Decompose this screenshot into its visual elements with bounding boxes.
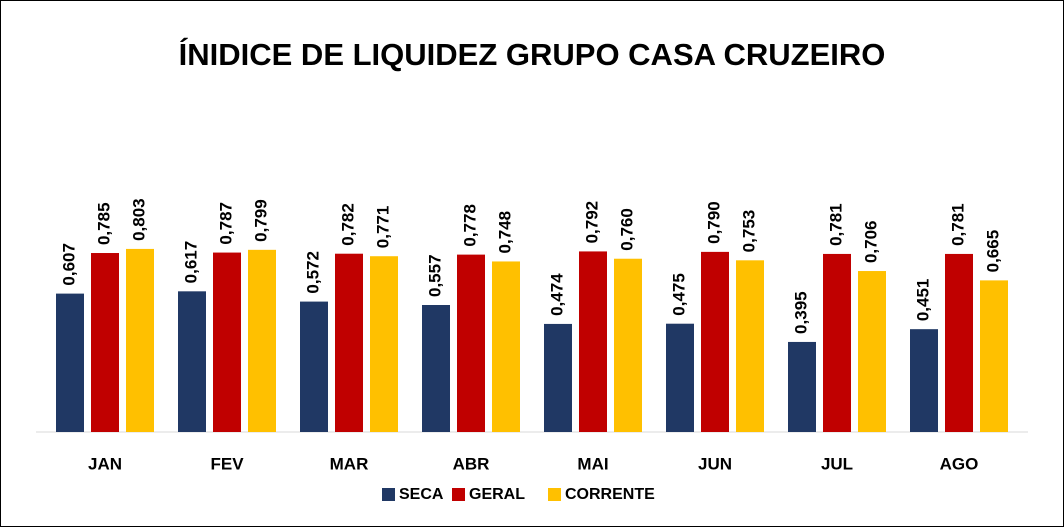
bar xyxy=(178,291,206,432)
bar xyxy=(492,261,520,432)
value-label: 0,665 xyxy=(983,230,1002,273)
bar xyxy=(980,280,1008,432)
bar xyxy=(457,254,485,432)
bar xyxy=(579,251,607,432)
bar xyxy=(126,248,154,432)
x-tick-label: MAR xyxy=(330,454,369,473)
bar xyxy=(701,251,729,432)
bar xyxy=(666,323,694,432)
value-label: 0,799 xyxy=(251,199,270,242)
legend-label: GERAL xyxy=(469,486,525,503)
bar xyxy=(300,301,328,432)
legend-label: SECA xyxy=(399,486,444,503)
value-label: 0,753 xyxy=(739,210,758,253)
bar xyxy=(910,329,938,432)
x-tick-label: ABR xyxy=(453,454,490,473)
value-label: 0,748 xyxy=(495,211,514,254)
bar xyxy=(335,253,363,432)
value-label: 0,792 xyxy=(582,201,601,244)
bar xyxy=(91,253,119,432)
chart-title: ÍNIDICE DE LIQUIDEZ GRUPO CASA CRUZEIRO xyxy=(179,37,886,72)
value-label: 0,706 xyxy=(861,220,880,263)
value-label: 0,451 xyxy=(913,279,932,322)
legend-swatch xyxy=(382,488,395,501)
value-label: 0,395 xyxy=(791,291,810,334)
value-label: 0,760 xyxy=(617,208,636,251)
x-tick-label: AGO xyxy=(940,454,979,473)
x-tick-label: MAI xyxy=(577,454,608,473)
bar xyxy=(248,249,276,432)
value-label: 0,782 xyxy=(338,203,357,246)
bar xyxy=(788,341,816,432)
bar xyxy=(213,252,241,432)
x-tick-label: JUN xyxy=(698,454,732,473)
value-label: 0,607 xyxy=(59,243,78,286)
value-label: 0,617 xyxy=(181,241,200,284)
value-label: 0,475 xyxy=(669,273,688,316)
value-label: 0,790 xyxy=(704,201,723,244)
value-label: 0,771 xyxy=(373,206,392,249)
bar xyxy=(858,271,886,432)
value-label: 0,785 xyxy=(94,202,113,245)
bar xyxy=(422,305,450,432)
value-label: 0,803 xyxy=(129,198,148,241)
bar xyxy=(614,258,642,432)
legend-swatch xyxy=(452,488,465,501)
bar xyxy=(544,323,572,432)
x-tick-label: JAN xyxy=(88,454,122,473)
bar xyxy=(370,256,398,432)
value-label: 0,572 xyxy=(303,251,322,294)
value-label: 0,557 xyxy=(425,254,444,297)
legend-swatch xyxy=(548,488,561,501)
value-label: 0,781 xyxy=(948,203,967,246)
value-label: 0,474 xyxy=(547,273,566,316)
bar xyxy=(736,260,764,432)
bar xyxy=(823,253,851,432)
legend-label: CORRENTE xyxy=(565,486,655,503)
value-label: 0,781 xyxy=(826,203,845,246)
x-tick-label: FEV xyxy=(210,454,244,473)
value-label: 0,787 xyxy=(216,202,235,245)
x-tick-label: JUL xyxy=(821,454,853,473)
bar xyxy=(945,253,973,432)
value-label: 0,778 xyxy=(460,204,479,247)
bar xyxy=(56,293,84,432)
